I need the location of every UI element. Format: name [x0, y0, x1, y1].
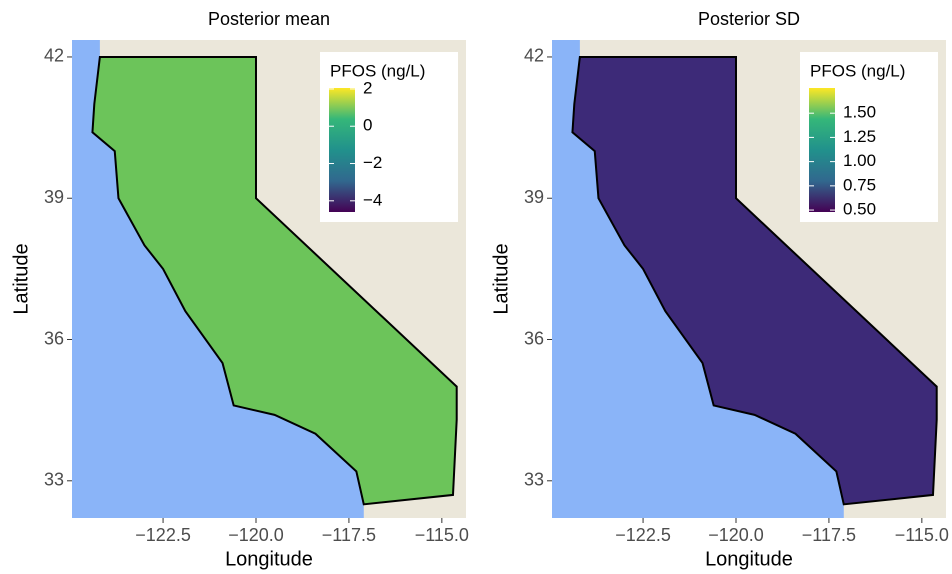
- x-tick-label: −122.5: [615, 525, 671, 545]
- colorbar: [809, 88, 835, 212]
- colorbar-title: PFOS (ng/L): [810, 61, 905, 80]
- y-tick-label: 36: [524, 328, 544, 348]
- title: Posterior SD: [698, 9, 800, 29]
- x-tick-label: −115.0: [895, 525, 949, 545]
- x-tick-label: −117.5: [802, 525, 856, 545]
- colorbar: [329, 88, 355, 212]
- x-tick-label: −115.0: [415, 525, 469, 545]
- colorbar-title: PFOS (ng/L): [330, 61, 425, 80]
- x-tick-label: −117.5: [322, 525, 376, 545]
- y-tick-label: 42: [44, 46, 64, 66]
- colorbar-label: 0.50: [843, 200, 876, 219]
- colorbar-label: −4: [363, 190, 382, 209]
- colorbar-label: 0: [363, 116, 372, 135]
- colorbar-label: 1.25: [843, 127, 876, 146]
- colorbar-label: 0.75: [843, 175, 876, 194]
- y-tick-label: 42: [524, 46, 544, 66]
- x-axis-label: Longitude: [705, 548, 793, 570]
- page: {"chart_data": [ {"type": "heatmap", "ti…: [0, 0, 952, 574]
- figure: Posterior mean Longitude Latitude −122.5 −12…: [0, 0, 952, 574]
- colorbar-label: −2: [363, 153, 382, 172]
- x-tick-label: −120.0: [708, 525, 764, 545]
- colorbar-label: 1.50: [843, 103, 876, 122]
- y-tick-label: 39: [524, 187, 544, 207]
- colorbar-label: 1.00: [843, 151, 876, 170]
- y-tick-label: 33: [524, 470, 544, 490]
- y-axis-label: Latitude: [490, 243, 512, 314]
- title: Posterior mean: [208, 9, 330, 29]
- y-tick-label: 39: [44, 187, 64, 207]
- y-tick-label: 33: [44, 470, 64, 490]
- x-axis-label: Longitude: [225, 548, 313, 570]
- y-tick-label: 36: [44, 328, 64, 348]
- x-tick-label: −122.5: [135, 525, 191, 545]
- colorbar-label: 2: [363, 78, 372, 97]
- x-tick-label: −120.0: [228, 525, 284, 545]
- y-axis-label: Latitude: [10, 243, 32, 314]
